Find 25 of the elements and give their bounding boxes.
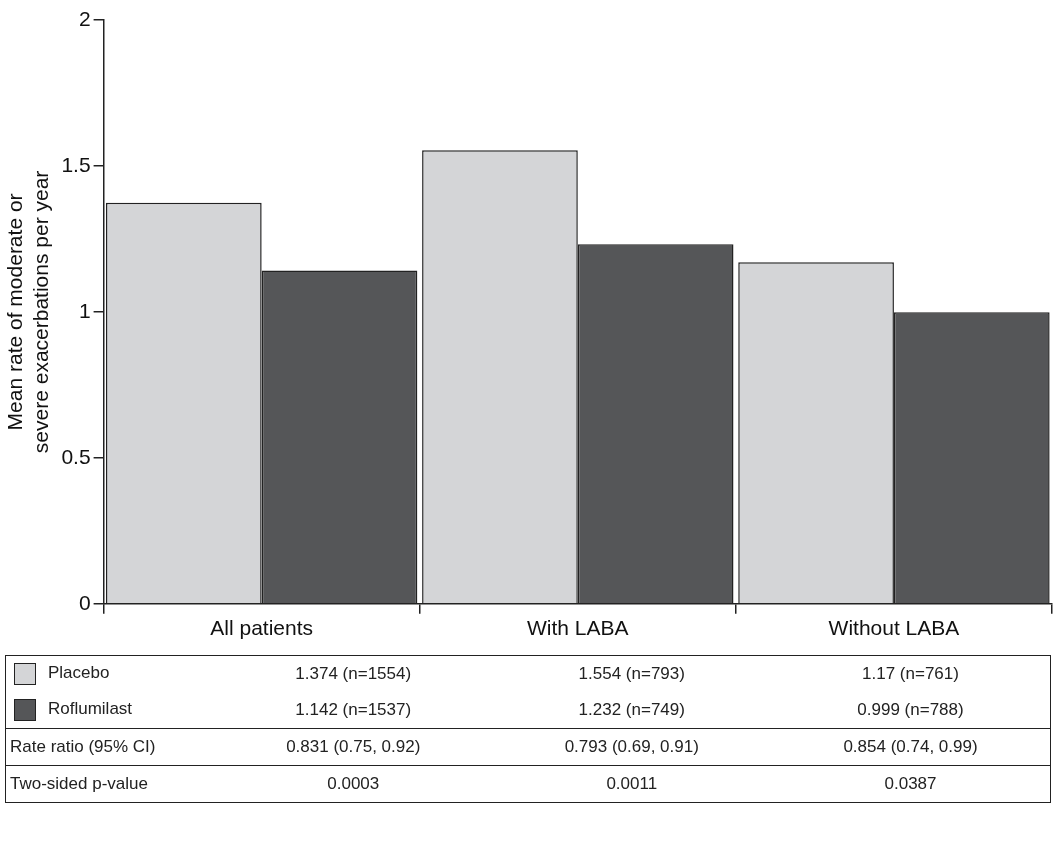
data-label: 1.232 (n=749) [577,699,686,721]
text: 0.793 (0.69, 0.91) [492,728,771,766]
y-tick-label: 0.5 [61,444,91,468]
text: 0.0003 [214,765,493,803]
data-label: 1.554 (n=793) [577,663,686,685]
y-tick-label: 0 [78,590,91,614]
y-tick-label: 1.5 [61,152,91,176]
data-label: 1.17 (n=761) [861,663,960,685]
data-label: 1.142 (n=1537) [294,699,413,721]
data-label: 1.374 (n=1554) [294,663,413,685]
x-tick-label: All patients [210,616,314,640]
text: 0.831 (0.75, 0.92) [214,728,493,766]
text: 0.854 (0.74, 0.99) [771,728,1051,766]
y-axis-title: Mean rate of moderate or severe exacerbations per year [3,170,52,454]
x-tick-label: With LABA [527,616,629,640]
text: 0.0387 [771,765,1051,803]
legend-label: Roflumilast [47,699,133,719]
text: 0.0011 [492,765,771,803]
y-tick-label: 1 [78,298,91,322]
text: Rate ratio (95% CI) [5,728,214,766]
text: Two-sided p-value [5,765,214,803]
data-label: 0.999 (n=788) [856,699,965,721]
legend-label: Placebo [47,663,110,683]
y-tick-label: 2 [78,6,91,30]
x-tick-label: Without LABA [828,616,960,640]
